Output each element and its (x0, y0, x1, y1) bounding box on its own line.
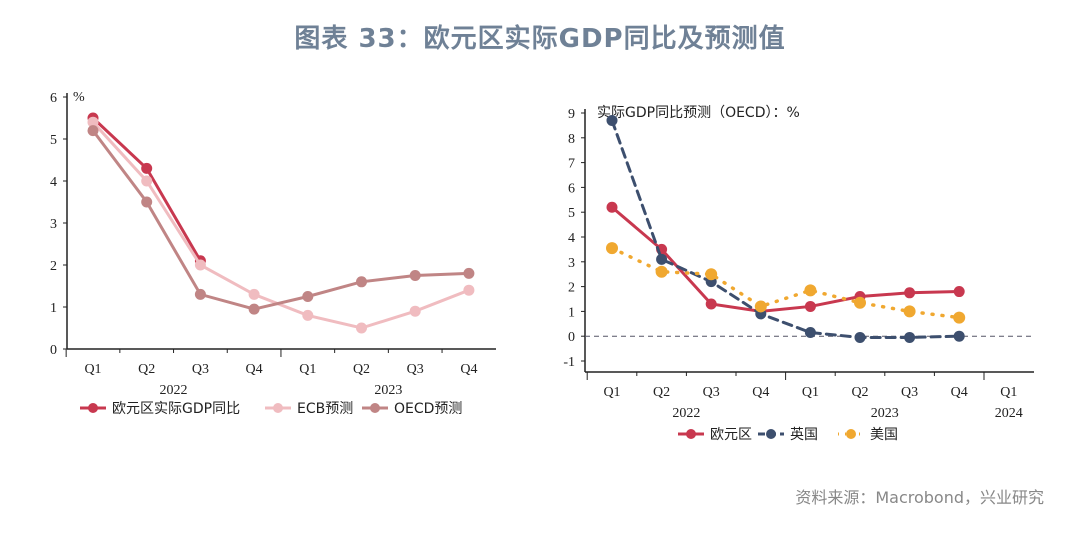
data-point (87, 116, 99, 128)
data-point (854, 296, 866, 309)
data-point (804, 284, 817, 297)
data-point (953, 330, 965, 342)
year-label: 2023 (871, 406, 899, 421)
legend-label: 欧元区实际GDP同比 (112, 401, 240, 417)
y-tick-label: 3 (50, 217, 57, 232)
x-tick-label: Q1 (84, 362, 101, 377)
source-note: 资料来源：Macrobond，兴业研究 (795, 488, 1044, 507)
data-point (804, 300, 816, 312)
series-line-0-2 (91, 129, 471, 311)
x-tick-label: Q3 (407, 362, 424, 377)
data-point (194, 288, 206, 300)
data-point (248, 303, 260, 315)
data-point (804, 326, 816, 338)
legend-label: 英国 (790, 426, 818, 443)
y-tick-label: -1 (563, 355, 575, 370)
data-point (141, 175, 153, 187)
x-tick-label: Q1 (1000, 385, 1017, 400)
data-point (194, 259, 206, 271)
y-tick-label: 2 (50, 259, 57, 274)
y-tick-label: 2 (568, 281, 575, 296)
series-line-0-1 (91, 120, 471, 330)
data-point (409, 305, 421, 317)
data-point (655, 265, 668, 278)
year-label: 2022 (160, 383, 188, 398)
y-tick-label: 5 (50, 133, 57, 148)
data-point (606, 242, 618, 255)
legend-label: OECD预测 (394, 401, 462, 417)
y-tick-label: 0 (568, 330, 575, 345)
legend-marker (686, 429, 696, 439)
x-tick-label: Q2 (653, 385, 670, 400)
year-label: 2024 (995, 406, 1023, 421)
x-tick-label: Q2 (353, 362, 370, 377)
x-tick-label: Q1 (299, 362, 316, 377)
data-point (953, 286, 965, 298)
x-tick-label: Q4 (246, 362, 263, 377)
legend-marker (273, 403, 283, 413)
y-tick-label: 7 (568, 157, 575, 172)
x-tick-label: Q1 (802, 385, 819, 400)
legend-label: ECB预测 (297, 401, 353, 417)
data-point (409, 270, 421, 281)
x-tick-label: Q1 (603, 385, 620, 400)
legend-marker (370, 403, 380, 413)
chart-title: 实际GDP同比预测（OECD）：% (597, 105, 800, 121)
x-tick-label: Q2 (851, 385, 868, 400)
series-line-1-0 (610, 205, 961, 313)
data-point (606, 114, 618, 126)
x-tick-label: Q3 (703, 385, 720, 400)
data-point (302, 309, 314, 321)
data-point (356, 276, 367, 288)
y-tick-label: 1 (50, 301, 57, 316)
y-tick-label: 4 (50, 175, 57, 190)
y-tick-label: 5 (568, 206, 575, 221)
data-point (953, 311, 966, 324)
data-point (141, 196, 153, 208)
x-tick-label: Q3 (901, 385, 918, 400)
data-point (705, 298, 717, 310)
data-point (463, 284, 475, 296)
legend-label: 欧元区 (710, 427, 752, 443)
unit-label: % (73, 90, 85, 105)
data-point (141, 162, 153, 174)
page-title: 图表 33：欧元区实际GDP同比及预测值 (294, 24, 786, 54)
data-point (606, 201, 618, 213)
y-tick-label: 4 (568, 231, 575, 246)
data-point (854, 331, 866, 343)
y-tick-label: 6 (568, 181, 575, 196)
data-point (903, 305, 916, 318)
y-tick-label: 1 (568, 305, 575, 320)
x-tick-label: Q4 (460, 362, 477, 377)
series-line-1-1 (610, 118, 961, 339)
data-point (754, 300, 767, 313)
y-tick-label: 8 (568, 132, 575, 147)
x-tick-label: Q4 (752, 385, 769, 400)
legend-marker (88, 403, 98, 413)
x-tick-label: Q3 (192, 362, 209, 377)
data-point (904, 287, 916, 299)
y-tick-label: 0 (50, 343, 57, 358)
year-label: 2023 (374, 383, 402, 398)
y-tick-label: 6 (50, 91, 57, 106)
data-point (904, 331, 916, 343)
data-point (356, 322, 367, 334)
data-point (463, 267, 475, 279)
y-tick-label: 3 (568, 256, 575, 271)
data-point (87, 125, 99, 137)
data-point (302, 291, 314, 302)
series-line-1-2 (610, 246, 961, 320)
x-tick-label: Q4 (951, 385, 968, 400)
legend-marker (846, 429, 856, 439)
legend-label: 美国 (870, 427, 898, 443)
x-tick-label: Q2 (138, 362, 155, 377)
legend-marker (766, 429, 776, 439)
data-point (248, 288, 260, 300)
year-label: 2022 (672, 406, 700, 421)
data-point (656, 253, 668, 265)
data-point (705, 268, 718, 281)
y-tick-label: 9 (568, 107, 575, 122)
